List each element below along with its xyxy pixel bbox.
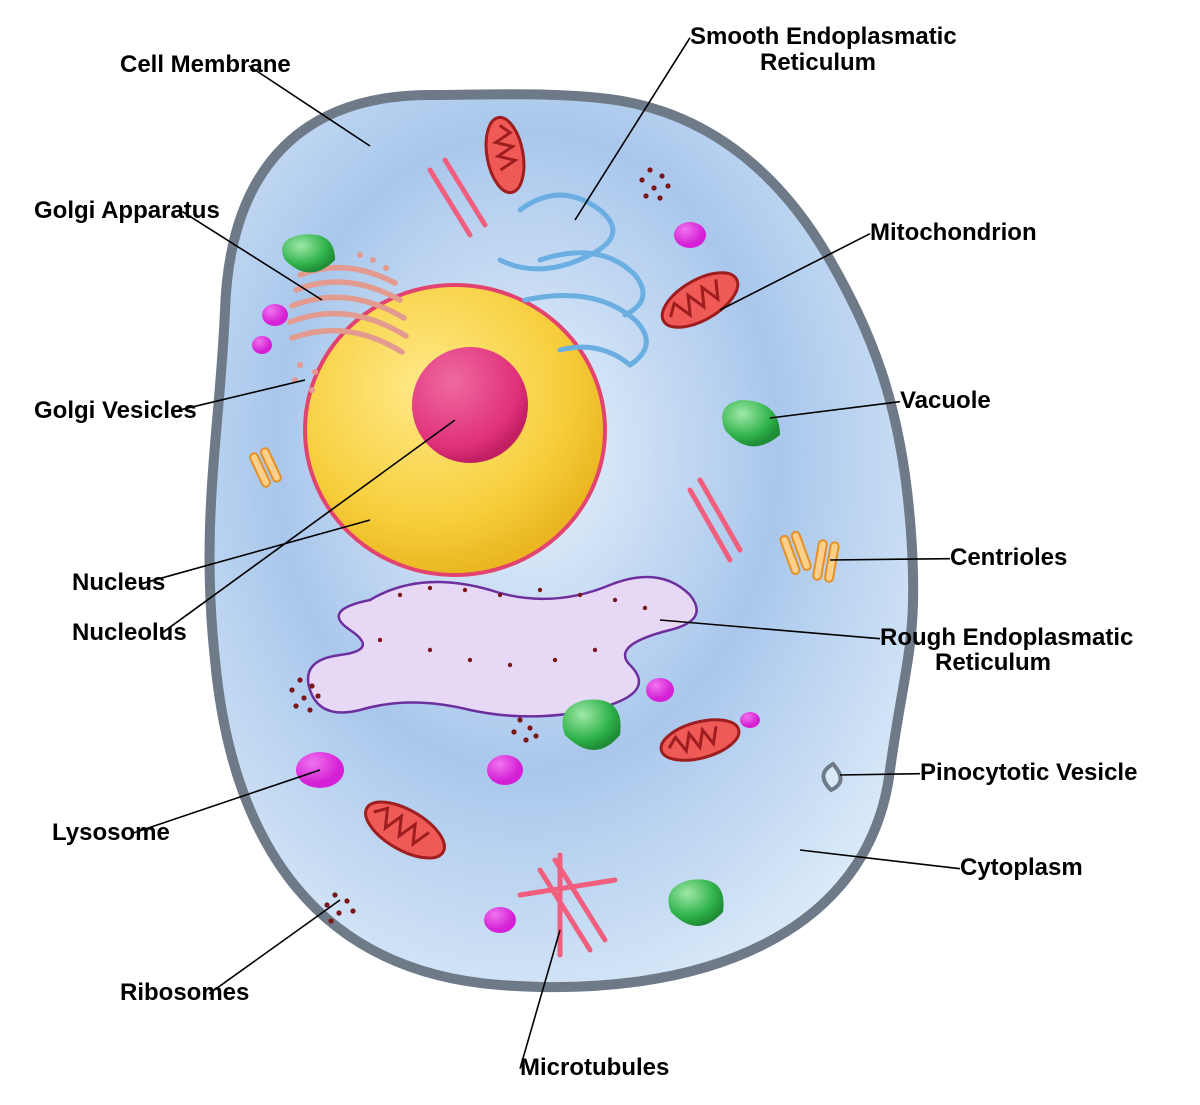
golgi-vesicles-label: Golgi Vesicles	[34, 397, 197, 424]
lysosome-label: Lysosome	[52, 819, 170, 846]
rough-er-label-2: Reticulum	[935, 649, 1051, 676]
nucleolus-label: Nucleolus	[72, 619, 187, 646]
pinocytotic-vesicle-shape	[823, 764, 840, 790]
cell-membrane-label: Cell Membrane	[120, 51, 291, 78]
smooth-er-label-2: Reticulum	[760, 49, 876, 76]
ribosomes-label: Ribosomes	[120, 979, 249, 1006]
mitochondrion-label: Mitochondrion	[870, 219, 1037, 246]
pino-vesicle-label: Pinocytotic Vesicle	[920, 759, 1137, 786]
cell-diagram: Cell Membrane Golgi Apparatus Golgi Vesicl…	[0, 0, 1200, 1105]
rough-er-label: Rough Endoplasmatic	[880, 624, 1133, 651]
golgi-apparatus-label: Golgi Apparatus	[34, 197, 220, 224]
centrioles-label: Centrioles	[950, 544, 1067, 571]
nucleus-group	[305, 285, 605, 575]
smooth-er-label: Smooth Endoplasmatic	[690, 23, 957, 50]
nucleus-label: Nucleus	[72, 569, 165, 596]
nucleolus-shape	[412, 347, 528, 463]
microtubules-label: Microtubules	[520, 1054, 669, 1081]
vacuole-label: Vacuole	[900, 387, 991, 414]
cytoplasm-label: Cytoplasm	[960, 854, 1083, 881]
